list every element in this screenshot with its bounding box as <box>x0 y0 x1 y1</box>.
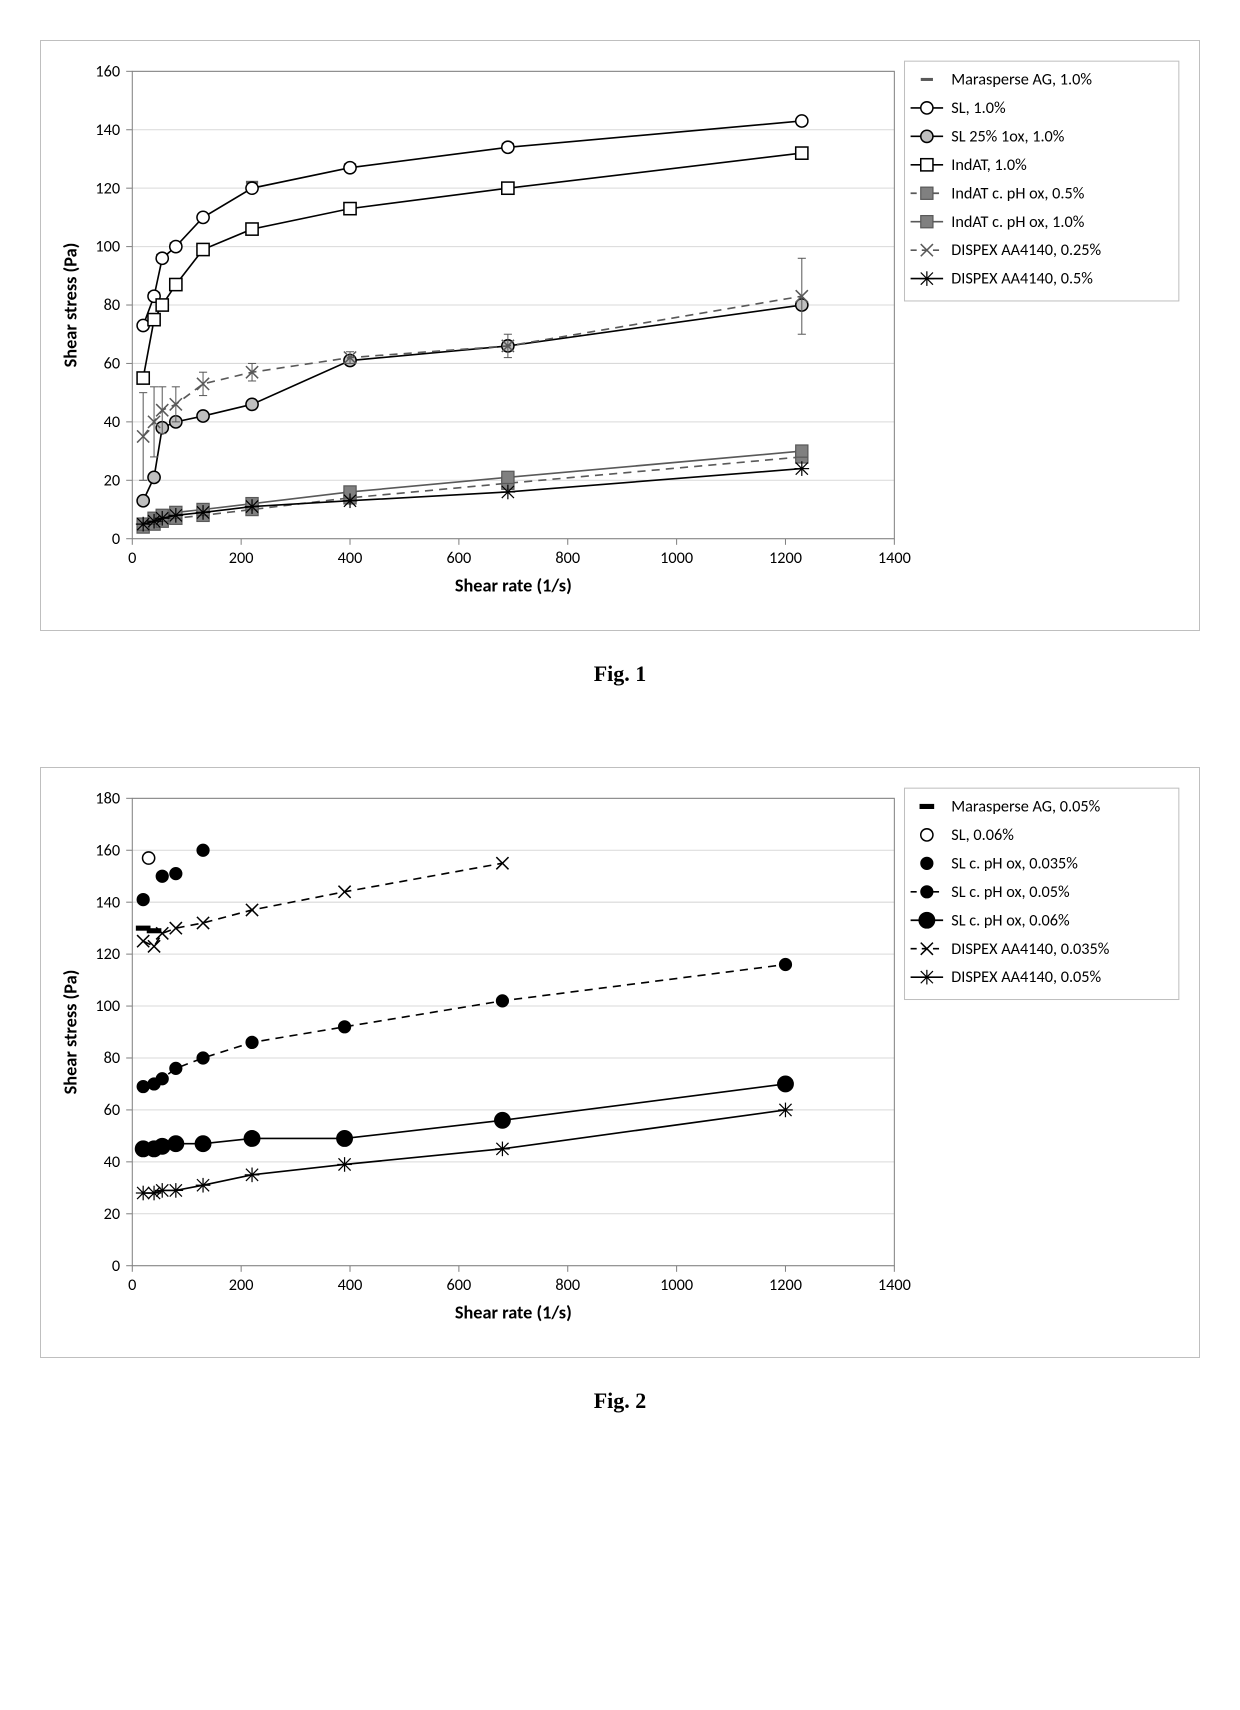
svg-text:IndAT c. pH ox, 1.0%: IndAT c. pH ox, 1.0% <box>951 213 1084 232</box>
svg-text:Marasperse AG, 1.0%: Marasperse AG, 1.0% <box>951 71 1092 90</box>
svg-text:120: 120 <box>95 179 120 198</box>
svg-text:Marasperse AG, 0.05%: Marasperse AG, 0.05% <box>951 798 1100 817</box>
chart-2-svg: 0 200 400 600 800 1000 1200 1400 0 20 40 60 80 100 120… <box>51 778 1189 1347</box>
svg-text:120: 120 <box>95 945 120 964</box>
svg-text:SL 25% 1ox, 1.0%: SL 25% 1ox, 1.0% <box>951 127 1065 146</box>
svg-text:200: 200 <box>229 549 254 568</box>
svg-text:160: 160 <box>95 841 120 860</box>
svg-text:DISPEX AA4140, 0.25%: DISPEX AA4140, 0.25% <box>951 241 1101 260</box>
svg-text:SL c. pH ox, 0.05%: SL c. pH ox, 0.05% <box>951 883 1070 902</box>
svg-text:SL, 0.06%: SL, 0.06% <box>951 826 1014 845</box>
svg-text:1000: 1000 <box>660 1276 693 1295</box>
svg-text:Shear rate (1/s): Shear rate (1/s) <box>455 1302 572 1324</box>
svg-text:400: 400 <box>338 549 363 568</box>
svg-text:Shear stress (Pa): Shear stress (Pa) <box>59 970 81 1095</box>
svg-text:0: 0 <box>128 1276 136 1295</box>
svg-text:1400: 1400 <box>878 549 911 568</box>
svg-text:800: 800 <box>555 549 580 568</box>
svg-text:80: 80 <box>104 1049 120 1068</box>
svg-text:0: 0 <box>128 549 136 568</box>
svg-text:SL c. pH ox, 0.035%: SL c. pH ox, 0.035% <box>951 854 1078 873</box>
svg-text:400: 400 <box>338 1276 363 1295</box>
svg-text:80: 80 <box>104 296 120 315</box>
svg-text:Shear rate (1/s): Shear rate (1/s) <box>455 575 572 597</box>
svg-text:200: 200 <box>229 1276 254 1295</box>
svg-text:60: 60 <box>104 1101 120 1120</box>
svg-text:IndAT, 1.0%: IndAT, 1.0% <box>951 156 1027 175</box>
svg-text:100: 100 <box>95 238 120 257</box>
svg-text:20: 20 <box>104 471 120 490</box>
figure-1-caption: Fig. 1 <box>40 661 1200 687</box>
chart-1-frame: 0 200 400 600 800 1000 1200 1400 0 20 40 60 80 100 120… <box>40 40 1200 631</box>
svg-text:IndAT c. pH ox, 0.5%: IndAT c. pH ox, 0.5% <box>951 184 1084 203</box>
figure-1: 0 200 400 600 800 1000 1200 1400 0 20 40 60 80 100 120… <box>40 40 1200 687</box>
svg-text:100: 100 <box>95 997 120 1016</box>
svg-text:SL, 1.0%: SL, 1.0% <box>951 99 1006 118</box>
svg-text:DISPEX AA4140, 0.035%: DISPEX AA4140, 0.035% <box>951 940 1110 959</box>
figure-2: 0 200 400 600 800 1000 1200 1400 0 20 40 60 80 100 120… <box>40 767 1200 1414</box>
svg-text:160: 160 <box>95 62 120 81</box>
svg-text:SL c. pH ox, 0.06%: SL c. pH ox, 0.06% <box>951 911 1070 930</box>
svg-text:40: 40 <box>104 1153 120 1172</box>
chart-2-frame: 0 200 400 600 800 1000 1200 1400 0 20 40 60 80 100 120… <box>40 767 1200 1358</box>
svg-text:1200: 1200 <box>769 549 802 568</box>
svg-text:20: 20 <box>104 1205 120 1224</box>
figure-2-caption: Fig. 2 <box>40 1388 1200 1414</box>
svg-text:140: 140 <box>95 893 120 912</box>
svg-text:180: 180 <box>95 789 120 808</box>
svg-text:140: 140 <box>95 121 120 140</box>
svg-text:0: 0 <box>112 530 120 549</box>
svg-text:Shear stress (Pa): Shear stress (Pa) <box>59 243 81 368</box>
svg-text:600: 600 <box>447 549 472 568</box>
svg-text:1000: 1000 <box>660 549 693 568</box>
svg-text:600: 600 <box>447 1276 472 1295</box>
svg-text:800: 800 <box>555 1276 580 1295</box>
svg-text:DISPEX AA4140, 0.5%: DISPEX AA4140, 0.5% <box>951 270 1093 289</box>
chart-1-svg: 0 200 400 600 800 1000 1200 1400 0 20 40 60 80 100 120… <box>51 51 1189 620</box>
svg-text:0: 0 <box>112 1257 120 1276</box>
svg-text:DISPEX AA4140, 0.05%: DISPEX AA4140, 0.05% <box>951 968 1101 987</box>
svg-text:1400: 1400 <box>878 1276 911 1295</box>
svg-text:1200: 1200 <box>769 1276 802 1295</box>
svg-text:40: 40 <box>104 413 120 432</box>
svg-text:60: 60 <box>104 355 120 374</box>
